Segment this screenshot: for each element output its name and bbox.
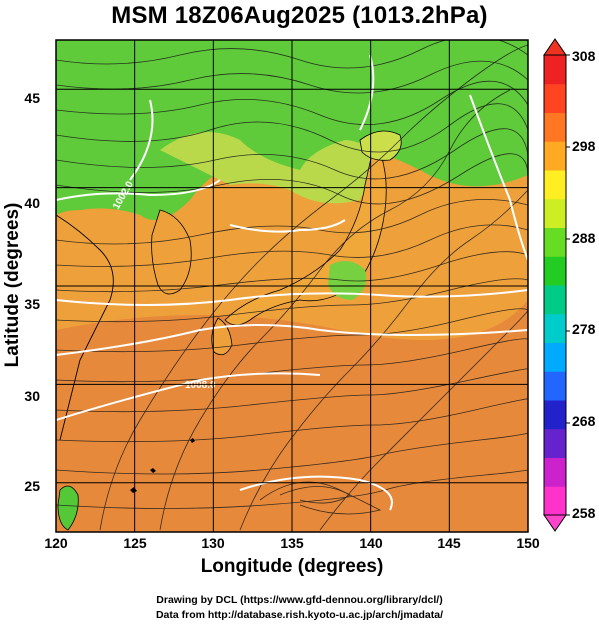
colorbar-segment (544, 83, 566, 113)
credit-drawing: Drawing by DCL (https://www.gfd-dennou.o… (156, 594, 443, 606)
colorbar-min-arrow (543, 514, 567, 532)
gridlines (55, 40, 529, 532)
x-tick-120: 120 (44, 535, 68, 551)
colorbar-segment (544, 371, 566, 401)
x-tick-150: 150 (516, 535, 540, 551)
credit-data: Data from http://database.rish.kyoto-u.a… (155, 609, 444, 621)
x-tick-130: 130 (201, 535, 225, 551)
colorbar (543, 38, 570, 532)
isobar-label-1008: 1008.0 (185, 380, 216, 391)
taiwan (57, 485, 79, 531)
x-axis-label: Longitude (degrees) (200, 556, 384, 577)
x-tick-125: 125 (123, 535, 147, 551)
colorbar-segment (544, 313, 566, 343)
colorbar-segment (544, 256, 566, 286)
isobars (56, 54, 528, 511)
colorbar-max-arrow (543, 38, 567, 56)
korea (151, 209, 192, 295)
colorbar-segment (544, 141, 566, 171)
colorbar-segment (544, 428, 566, 458)
colorbar-segment (544, 170, 566, 200)
colorbar-segment (544, 457, 566, 487)
y-tick-35: 35 (24, 296, 40, 312)
y-tick-45: 45 (24, 90, 40, 106)
colorbar-tick-308: 308 (572, 48, 596, 64)
colorbar-tick-268: 268 (572, 413, 596, 429)
colorbar-tick-288: 288 (572, 230, 596, 246)
streamlines (56, 40, 528, 531)
chart-title: MSM 18Z06Aug2025 (1013.2hPa) (111, 2, 488, 29)
y-tick-30: 30 (24, 388, 40, 404)
y-axis-label: Latitude (degrees) (2, 202, 23, 368)
colorbar-segment (544, 400, 566, 430)
colorbar-segment (544, 342, 566, 372)
colorbar-segment (544, 55, 566, 85)
colorbar-segment (544, 198, 566, 228)
colorbar-tick-258: 258 (572, 505, 596, 521)
colorbar-frame (543, 54, 567, 516)
x-tick-135: 135 (280, 535, 304, 551)
y-tick-40: 40 (24, 195, 40, 211)
colorbar-segment (544, 227, 566, 257)
colorbar-segment (544, 486, 566, 516)
y-tick-25: 25 (24, 478, 40, 494)
colorbar-tick-278: 278 (572, 321, 596, 337)
colorbar-segment (544, 112, 566, 142)
colorbar-segment (544, 285, 566, 315)
x-tick-145: 145 (437, 535, 461, 551)
colorbar-tick-298: 298 (572, 138, 596, 154)
x-tick-140: 140 (359, 535, 383, 551)
plot-area: 1002.0 1008.0 (56, 40, 528, 532)
